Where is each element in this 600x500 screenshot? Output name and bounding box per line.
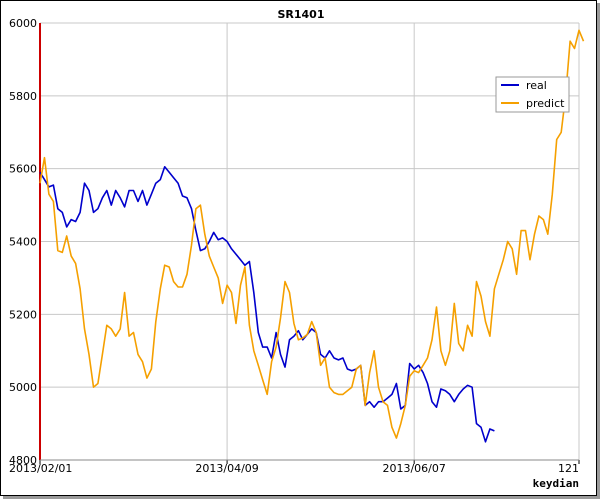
chart-title: SR1401 xyxy=(277,8,324,21)
legend: real predict xyxy=(495,76,570,113)
x-tick-label-1: 2013/04/09 xyxy=(195,462,258,475)
legend-box xyxy=(495,76,570,113)
y-tick-label-5800: 5800 xyxy=(9,90,37,103)
x-tick-label-0: 2013/02/01 xyxy=(9,462,72,475)
y-tick-label-5200: 5200 xyxy=(9,308,37,321)
y-tick-label-5400: 5400 xyxy=(9,236,37,249)
y-tick-label-5600: 5600 xyxy=(9,163,37,176)
tick-labels: 4800 5000 5200 5400 5600 5800 6000 2013/02/01 20… xyxy=(9,17,579,475)
axes xyxy=(39,23,580,464)
x-tick-label-3: 121 xyxy=(558,462,579,475)
series-lines xyxy=(39,29,585,443)
y-tick-label-5000: 5000 xyxy=(9,381,37,394)
series-line-real xyxy=(39,166,495,443)
x-tick-label-2: 2013/06/07 xyxy=(382,462,445,475)
series-line-predict xyxy=(39,29,585,439)
grid-lines xyxy=(40,22,580,461)
line-chart: SR1401 4800 5000 5200 5400 5600 5800 6000 2013/… xyxy=(9,8,585,490)
legend-label-real: real xyxy=(526,79,547,92)
y-tick-label-6000: 6000 xyxy=(9,17,37,30)
watermark-label: keydian xyxy=(533,477,579,490)
legend-label-predict: predict xyxy=(526,97,565,110)
y-tick-label-4800: 4800 xyxy=(9,454,37,467)
